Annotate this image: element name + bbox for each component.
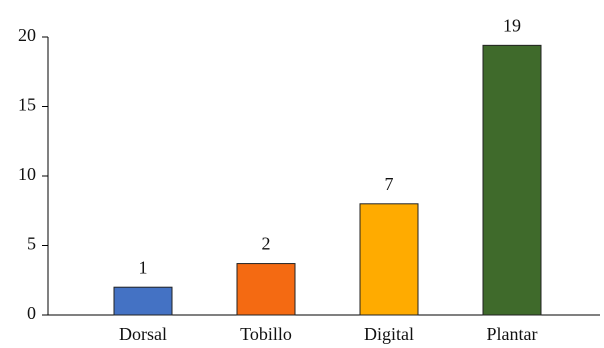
x-tick-label: Tobillo [240,324,292,344]
bar [236,263,296,316]
x-tick-label: Dorsal [119,324,167,344]
bar [113,286,173,316]
y-tick-label: 15 [18,95,36,115]
y-tick-label: 10 [18,164,36,184]
y-tick-label: 20 [18,25,36,45]
bar [359,203,419,316]
bar-label: 19 [503,15,521,35]
bar [482,44,542,316]
bar-label: 7 [385,174,394,194]
bar-label: 2 [262,234,271,254]
x-tick-label: Plantar [487,324,538,344]
x-tick-label: Digital [364,324,414,344]
y-tick-label: 5 [27,234,36,254]
bar-label: 1 [139,257,148,277]
y-tick-label: 0 [27,303,36,323]
